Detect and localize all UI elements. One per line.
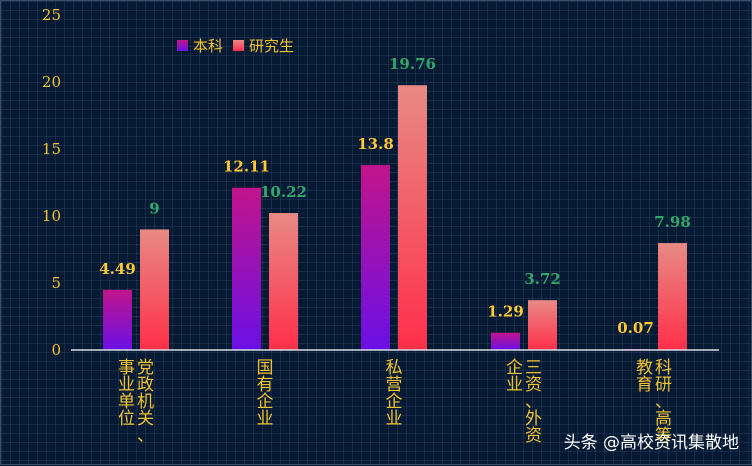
- y-tick-label: 5: [51, 274, 61, 292]
- x-category-label: 企业: [506, 358, 523, 395]
- y-tick-label: 20: [42, 73, 61, 91]
- watermark: 头条 @高校资讯集散地: [564, 433, 739, 453]
- data-label-undergraduate: 13.8: [357, 135, 394, 153]
- bar-undergraduate: [491, 332, 520, 350]
- data-label-undergraduate: 1.29: [487, 303, 524, 321]
- x-category-label: 国有企业: [257, 358, 274, 429]
- bar-graduate: [269, 213, 298, 350]
- bar-graduate: [140, 229, 169, 350]
- legend-label-graduate: 研究生: [249, 37, 294, 55]
- legend-label-undergraduate: 本科: [193, 37, 223, 55]
- y-tick-label: 0: [51, 341, 61, 359]
- data-label-graduate: 10.22: [260, 183, 307, 201]
- data-label-graduate: 19.76: [389, 55, 436, 73]
- data-label-undergraduate: 12.11: [223, 158, 270, 176]
- y-tick-label: 15: [42, 140, 61, 158]
- data-label-undergraduate: 4.49: [99, 260, 136, 278]
- legend-swatch-graduate: [233, 40, 244, 51]
- bar-undergraduate: [103, 289, 132, 350]
- bar-graduate: [398, 85, 427, 350]
- x-category-label: 三资、外资: [525, 358, 542, 446]
- bar-undergraduate: [232, 187, 261, 350]
- bar-graduate: [658, 243, 687, 350]
- legend: 本科 研究生: [177, 37, 294, 55]
- x-category-label: 私营企业: [386, 358, 403, 429]
- y-tick-label: 10: [42, 207, 61, 225]
- y-tick-label: 25: [42, 6, 61, 24]
- bar-undergraduate: [361, 165, 390, 350]
- x-category-label: 科研、高等: [655, 358, 672, 446]
- legend-swatch-undergraduate: [177, 40, 188, 51]
- data-label-undergraduate: 0.07: [617, 319, 654, 337]
- data-label-graduate: 7.98: [654, 213, 691, 231]
- y-axis: 0 5 10 15 20 25: [42, 6, 61, 359]
- x-category-label: 事业单位: [118, 358, 135, 429]
- x-category-label: 党政机关、: [137, 358, 154, 446]
- bar-graduate: [528, 300, 557, 350]
- bars: 4.49 9 12.11 10.22 13.8 19.76 1.293.72 0.07 7.98: [99, 55, 691, 351]
- data-label-graduate: 3.72: [524, 270, 561, 288]
- x-category-label: 教育: [636, 358, 653, 395]
- data-label-graduate: 9: [149, 199, 159, 217]
